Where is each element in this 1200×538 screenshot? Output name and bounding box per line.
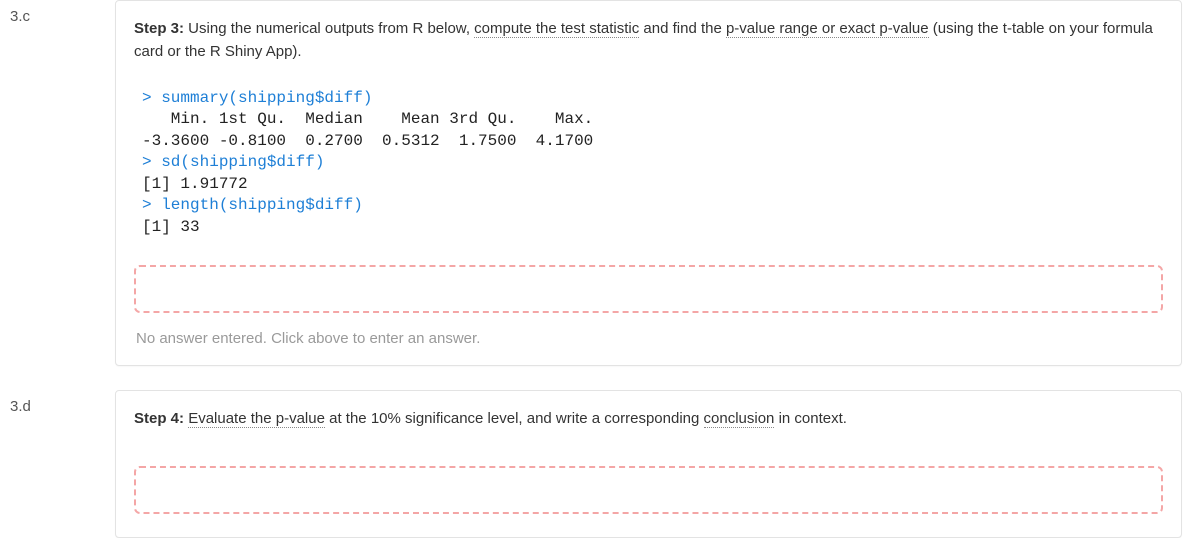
question-number: 3.d <box>0 390 115 415</box>
code-line: [1] 1.91772 <box>142 175 248 193</box>
step-label: Step 3: <box>134 20 184 37</box>
step-label: Step 4: <box>134 410 184 427</box>
code-line: -3.3600 -0.8100 0.2700 0.5312 1.7500 4.1… <box>142 132 593 150</box>
r-output-block: > summary(shipping$diff) Min. 1st Qu. Me… <box>134 82 601 247</box>
question-content: Step 4: Evaluate the p-value at the 10% … <box>115 390 1200 538</box>
question-3c-row: 3.c Step 3: Using the numerical outputs … <box>0 0 1200 390</box>
answer-input[interactable] <box>134 466 1163 514</box>
code-prompt: > <box>142 196 161 214</box>
prompt-underline-1: Evaluate the p-value <box>188 410 325 428</box>
prompt-underline-1: compute the test statistic <box>474 20 639 38</box>
question-number: 3.c <box>0 0 115 25</box>
question-card: Step 3: Using the numerical outputs from… <box>115 0 1182 366</box>
code-prompt: > <box>142 89 161 107</box>
question-content: Step 3: Using the numerical outputs from… <box>115 0 1200 390</box>
no-answer-hint: No answer entered. Click above to enter … <box>136 330 1163 347</box>
prompt-underline-2: conclusion <box>704 410 775 428</box>
prompt-text: at the 10% significance level, and write… <box>325 410 704 427</box>
question-prompt: Step 4: Evaluate the p-value at the 10% … <box>134 407 1163 430</box>
code-line: sd(shipping$diff) <box>161 153 324 171</box>
answer-input[interactable] <box>134 265 1163 313</box>
prompt-text: and find the <box>639 20 726 37</box>
code-line: [1] 33 <box>142 218 200 236</box>
code-line: summary(shipping$diff) <box>161 89 372 107</box>
code-prompt: > <box>142 153 161 171</box>
question-3d-row: 3.d Step 4: Evaluate the p-value at the … <box>0 390 1200 538</box>
code-line: length(shipping$diff) <box>161 196 363 214</box>
prompt-underline-2: p-value range or exact p-value <box>726 20 929 38</box>
question-card: Step 4: Evaluate the p-value at the 10% … <box>115 390 1182 538</box>
prompt-text: in context. <box>774 410 847 427</box>
code-line: Min. 1st Qu. Median Mean 3rd Qu. Max. <box>142 110 593 128</box>
question-prompt: Step 3: Using the numerical outputs from… <box>134 17 1163 64</box>
prompt-text: Using the numerical outputs from R below… <box>184 20 474 37</box>
